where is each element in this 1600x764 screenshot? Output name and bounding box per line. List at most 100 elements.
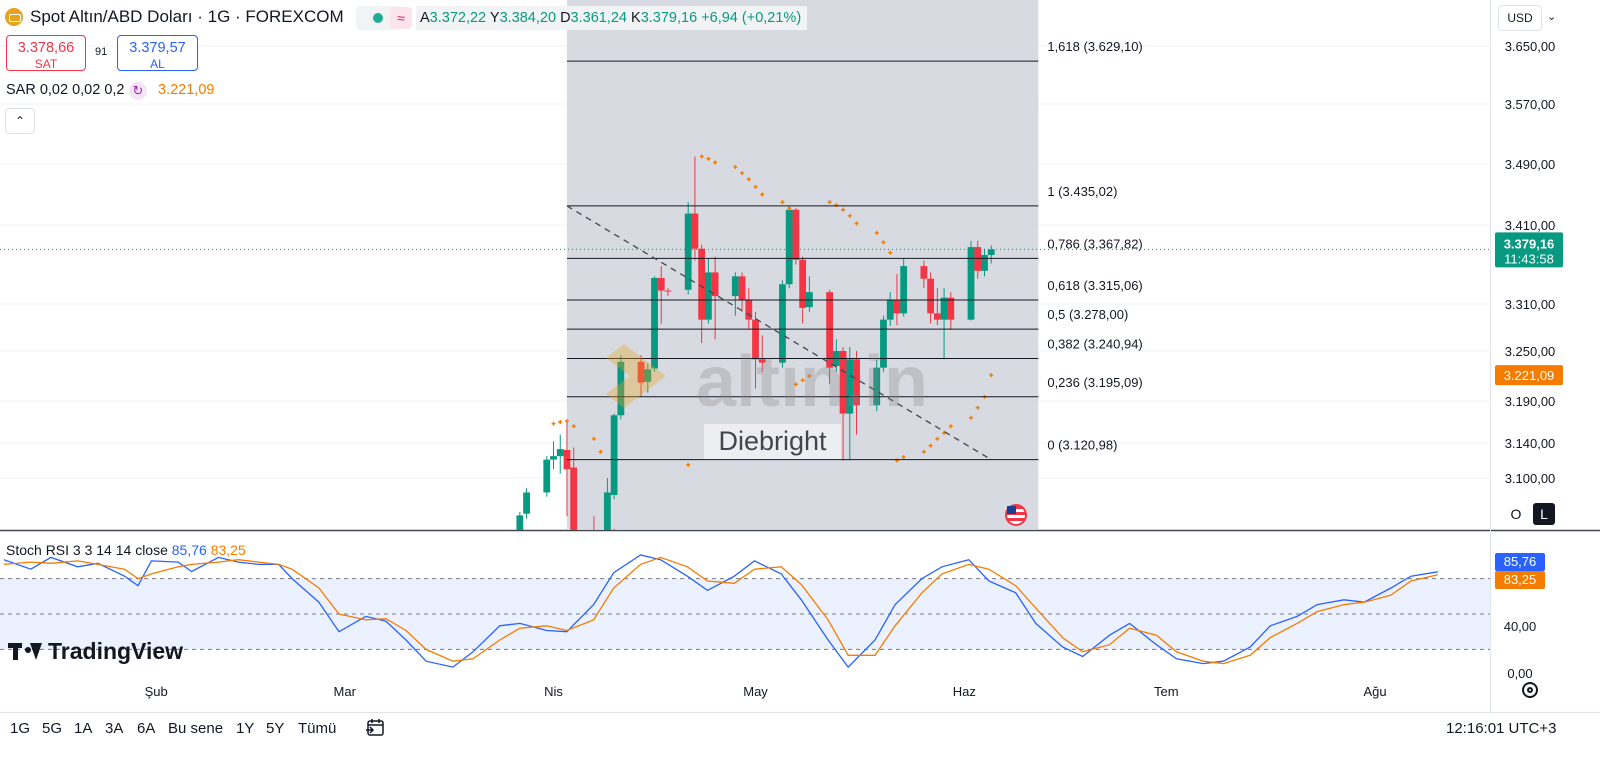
sar-point (969, 415, 974, 420)
stoch-k-badge-label: 85,76 (1504, 554, 1537, 569)
clock[interactable]: 12:16:01 UTC+3 (1446, 720, 1557, 737)
us-flag-icon[interactable] (1005, 504, 1027, 526)
timeframe-button[interactable]: 6A (137, 720, 156, 737)
sar-point (793, 382, 798, 387)
sar-indicator-value: 3.221,09 (158, 82, 215, 98)
sar-point (612, 528, 617, 530)
low-value: 3.361,24 (570, 10, 627, 26)
candle-body (940, 297, 948, 320)
stoch-d-badge-label: 83,25 (1504, 572, 1537, 587)
sar-point (699, 154, 704, 159)
candle-body (597, 563, 604, 578)
candle-body (543, 459, 551, 493)
candle-body (873, 367, 881, 406)
candle-body (947, 297, 955, 320)
tradingview-logo[interactable]: TradingView (8, 638, 183, 665)
last-price-badge (1495, 232, 1563, 268)
symbol-title[interactable]: Spot Altın/ABD Doları · 1G · FOREXCOM (30, 7, 344, 26)
candle-body (839, 351, 847, 414)
currency-button[interactable]: USD (1498, 5, 1542, 31)
stoch-rsi-legend[interactable]: Stoch RSI 3 3 14 14 close 85,76 83,25 (6, 542, 246, 558)
sar-point (901, 455, 906, 459)
candle-body (684, 213, 692, 290)
stoch-rsi-label: Stoch RSI 3 3 14 14 close (6, 542, 168, 558)
scale-log-button[interactable]: L (1533, 503, 1555, 525)
fib-trend-line (566, 205, 992, 461)
fib-level-label: 1 (3.435,02) (1047, 184, 1117, 199)
timeframe-button[interactable]: 1G (10, 720, 31, 737)
goto-date-icon[interactable] (365, 718, 385, 738)
sar-point (753, 184, 758, 189)
sar-point (706, 156, 711, 161)
candle-body (603, 492, 611, 530)
change-value: +6,94 (+0,21%) (701, 10, 802, 26)
timeframe-button[interactable]: 1A (74, 720, 93, 737)
candle-body (799, 259, 807, 308)
candle-body (846, 359, 854, 414)
market-open-icon[interactable] (373, 13, 383, 23)
time-tick-label: Haz (953, 684, 976, 699)
stoch-tick-label: 40,00 (1504, 619, 1537, 634)
candle-body (745, 300, 753, 320)
chevron-down-icon[interactable]: ⌄ (1547, 11, 1557, 23)
candle-body (987, 249, 995, 256)
fib-level-label: 0,5 (3.278,00) (1047, 307, 1128, 322)
buy-button[interactable]: 3.379,57 AL (117, 35, 198, 71)
sar-price-badge (1495, 365, 1563, 386)
candle-body (927, 278, 935, 314)
sar-point (713, 160, 718, 165)
candle-body (651, 277, 658, 369)
time-tick-label: Ağu (1363, 684, 1386, 699)
candle-body (893, 300, 901, 314)
candle-body (758, 359, 766, 363)
chart-settings-icon[interactable] (1522, 682, 1538, 698)
sell-button[interactable]: 3.378,66 SAT (6, 35, 86, 71)
sar-price-label: 3.221,09 (1504, 368, 1555, 383)
sar-point (740, 171, 745, 176)
fib-level-label: 0,382 (3.240,94) (1047, 337, 1142, 352)
high-value: 3.384,20 (499, 10, 557, 26)
candle-body (738, 276, 746, 301)
data-delay-icon[interactable]: ≈ (390, 7, 412, 29)
timeframe-button[interactable]: 5G (42, 720, 63, 737)
time-tick-label: Tem (1154, 684, 1179, 699)
scale-o-button[interactable]: O (1510, 506, 1522, 522)
price-tick-label: 3.100,00 (1505, 471, 1556, 486)
low-label: D (560, 10, 571, 26)
candle-body (516, 515, 524, 530)
candle-body (550, 456, 557, 460)
last-price-label: 3.379,16 (1504, 236, 1555, 251)
close-label: K (631, 10, 641, 26)
candle-body (657, 277, 665, 291)
timeframe-button[interactable]: Tümü (298, 720, 337, 737)
sar-point (780, 200, 785, 205)
high-label: Y (489, 10, 500, 26)
candle-body (591, 532, 598, 578)
sar-indicator-label[interactable]: SAR 0,02 0,02 0,2 (6, 82, 125, 98)
refresh-icon[interactable]: ↻ (129, 82, 147, 100)
timeframe-button[interactable]: Bu sene (168, 720, 224, 737)
timeframe-button[interactable]: 1Y (236, 720, 255, 737)
timeframe-button[interactable]: 3A (105, 720, 124, 737)
candle-body (617, 361, 625, 416)
sar-point (921, 449, 926, 454)
candle-body (880, 319, 887, 368)
sell-price: 3.378,66 (17, 40, 75, 56)
candle-body (974, 247, 982, 271)
collapse-legend-button[interactable]: ⌃ (5, 108, 35, 134)
price-tick-label: 3.310,00 (1505, 297, 1556, 312)
timeframe-button[interactable]: 5Y (266, 720, 285, 737)
sar-point (874, 230, 879, 235)
candle-body (900, 266, 908, 314)
sar-point (551, 421, 556, 426)
sar-point (881, 240, 886, 245)
buy-price: 3.379,57 (129, 40, 186, 56)
fib-level-label: 1,618 (3.629,10) (1047, 39, 1142, 54)
candle-body (698, 248, 706, 320)
sar-point (571, 424, 576, 429)
watermark-logo: altın.in (606, 342, 928, 422)
spread-value: 91 (95, 46, 108, 58)
sar-point (841, 207, 846, 212)
sar-point (888, 250, 893, 255)
sar-point (807, 374, 812, 378)
